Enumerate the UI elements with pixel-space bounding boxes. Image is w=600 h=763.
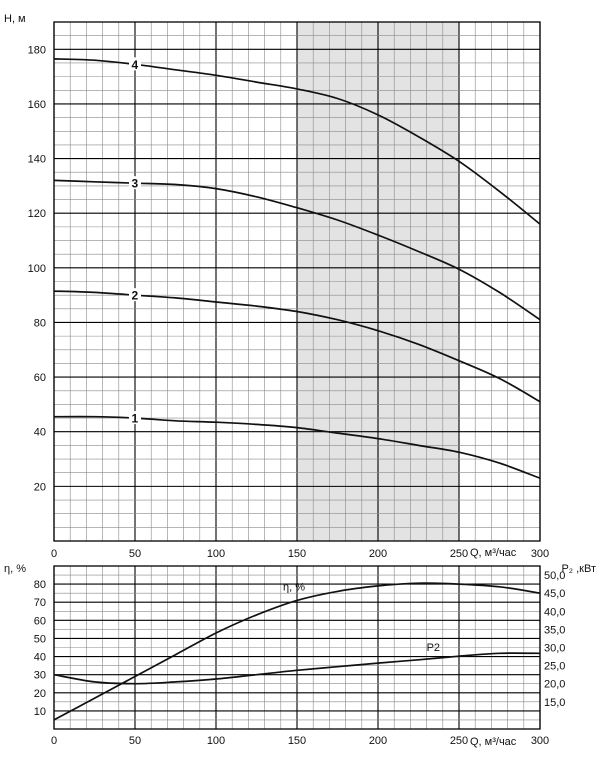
y-tick-label: 140 [28,154,46,166]
y-tick-label: 180 [28,44,46,56]
x-tick-label: 300 [531,548,549,560]
y-tick-label: 120 [28,208,46,220]
curve-label-backdrop [129,288,141,302]
plot-border [53,565,541,730]
y-tick-label: 160 [28,99,46,111]
efficiency-power-chart-panel: η, % P2 0 50 100 150 200 250 300 10 20 30 40 50 60 70 8… [4,563,596,748]
efficiency-axis-title: η, % [4,563,26,575]
head-curves: 1 2 3 4 [53,57,541,479]
efficiency-curve-line [53,582,541,721]
y-tick-label: 60 [34,372,46,384]
x-tick-label: 100 [207,735,225,747]
curve-label-backdrop [129,411,141,425]
y2-tick-label: 40,0 [544,606,565,618]
y-tick-label: 10 [34,706,46,718]
y2-tick-label: 25,0 [544,661,565,673]
y-tick-label: 100 [28,263,46,275]
x-tick-label: 250 [450,735,468,747]
y-tick-label: 20 [34,481,46,493]
y2-tick-label: 15,0 [544,697,565,709]
head-curve-label-4: 4 [132,58,139,72]
y2-tick-label: 20,0 [544,679,565,691]
x-tick-label: 300 [531,735,549,747]
x-tick-label: 200 [369,735,387,747]
head-curve-label-3: 3 [132,177,139,191]
y-tick-label: 80 [34,579,46,591]
x-tick-label: 50 [129,548,141,560]
efficiency-curve-label: η, % [283,581,305,593]
x-tick-label: 100 [207,548,225,560]
head-chart-ticks: 0 50 100 150 200 250 300 20 40 60 80 100 120 140 160 18… [28,44,550,560]
efficiency-chart-grid [53,565,541,730]
head-chart-grid [53,21,541,542]
y-tick-label: 20 [34,688,46,700]
flow-axis-title-bottom: Q, м³/час [470,736,517,748]
x-tick-label: 0 [51,548,57,560]
y-tick-label: 50 [34,633,46,645]
x-tick-label: 50 [129,735,141,747]
head-curve-label-2: 2 [132,289,139,303]
y2-tick-label: 50,0 [544,570,565,582]
head-curve-label-1: 1 [132,412,139,426]
y2-tick-label: 35,0 [544,624,565,636]
x-tick-label: 150 [288,548,306,560]
power-curve-line [53,652,541,685]
y-tick-label: 60 [34,615,46,627]
power-axis-title: P₂ ,кВт [561,563,596,575]
power-curve-label: P2 [427,642,440,654]
flow-axis-title-top: Q, м³/час [470,547,517,559]
curve-label-backdrop [129,57,141,71]
y-tick-label: 80 [34,317,46,329]
x-tick-label: 0 [51,735,57,747]
y2-tick-label: 45,0 [544,588,565,600]
y-tick-label: 30 [34,670,46,682]
y2-tick-label: 30,0 [544,643,565,655]
efficiency-chart-ticks: 0 50 100 150 200 250 300 10 20 30 40 50 60 70 80 15,0 20… [34,570,566,747]
head-chart-panel: 1 2 3 4 0 50 100 150 200 250 300 20 40 60 80 100 120 140… [4,13,549,560]
x-tick-label: 200 [369,548,387,560]
curve-label-backdrop [129,176,141,190]
head-axis-title: H, м [4,13,26,25]
y-tick-label: 70 [34,597,46,609]
x-tick-label: 150 [288,735,306,747]
y-tick-label: 40 [34,427,46,439]
efficiency-power-curves: η, % P2 [53,581,541,721]
plot-border [53,21,541,542]
y-tick-label: 40 [34,652,46,664]
x-tick-label: 250 [450,548,468,560]
